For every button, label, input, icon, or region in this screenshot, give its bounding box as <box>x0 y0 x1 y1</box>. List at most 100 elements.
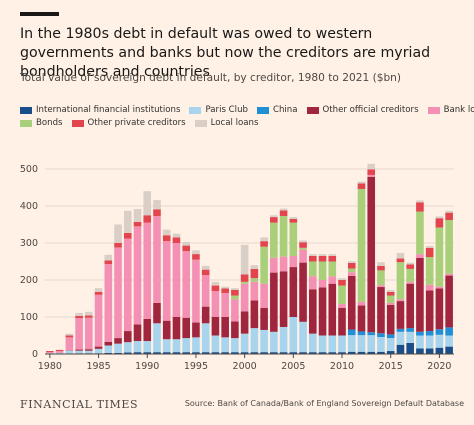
bar-segment <box>123 210 132 234</box>
legend-item-china: China <box>256 104 298 117</box>
bar-segment <box>435 288 444 330</box>
bar-segment <box>377 287 385 334</box>
bar-segment <box>211 285 220 292</box>
bar-segment <box>289 255 298 268</box>
bar-segment <box>85 349 93 351</box>
bar-segment <box>406 264 414 269</box>
bar-segment <box>318 352 327 354</box>
bar-segment <box>406 342 414 354</box>
bar-segment <box>279 210 288 216</box>
bar-segment <box>94 346 103 349</box>
chart-title: In the 1980s debt in default was owed to… <box>20 26 431 80</box>
bar-segment <box>240 274 249 282</box>
bar-segment <box>299 352 307 354</box>
bar-segment <box>250 281 259 301</box>
bar-segment <box>396 252 405 259</box>
bar-segment <box>299 321 307 353</box>
bar-segment <box>270 352 278 354</box>
bar-segment <box>270 215 278 218</box>
bar-segment <box>123 331 132 343</box>
bar-segment <box>133 341 142 353</box>
bar-segment <box>357 331 366 336</box>
bar-segment <box>182 245 190 252</box>
bar-segment <box>240 352 249 354</box>
bar-segment <box>231 338 239 353</box>
legend-swatch-paris-club <box>189 107 202 114</box>
source-note: Source: Bank of Canada/Bank of England S… <box>184 399 464 408</box>
legend: International financial institutions Par… <box>20 104 474 130</box>
bar-segment <box>406 328 414 332</box>
y-tick-label: 100 <box>20 312 38 323</box>
bar-segment <box>396 344 405 354</box>
legend-item-bank-loans: Bank loans <box>427 104 474 117</box>
bar-segment <box>377 265 385 271</box>
bar-segment <box>416 335 424 349</box>
x-tick-label: 1980 <box>38 361 62 372</box>
bar-segment <box>211 335 220 353</box>
bar-segment <box>182 251 190 318</box>
bar-segment <box>270 272 278 332</box>
y-tick-label: 500 <box>20 164 38 175</box>
bar-segment <box>240 333 249 353</box>
bar-segment <box>309 261 317 277</box>
bar-segment <box>192 322 200 338</box>
bar-segment <box>435 218 444 228</box>
bar-segment <box>172 243 181 317</box>
bar-segment <box>328 283 337 336</box>
bar-segment <box>172 237 181 243</box>
y-tick-label: 0 <box>32 349 38 360</box>
bar-segment <box>406 262 414 265</box>
bar-segment <box>435 334 444 348</box>
bar-segment <box>153 215 161 303</box>
x-tick-label: 2005 <box>281 361 305 372</box>
bar-segment <box>367 332 376 336</box>
bar-segment <box>328 261 337 277</box>
bar-segment <box>309 289 317 334</box>
bar-segment <box>231 352 239 354</box>
bar-segment <box>386 291 395 296</box>
legend-label-other-official: Other official creditors <box>322 105 419 115</box>
bar-segment <box>357 335 366 352</box>
bar-segment <box>425 331 434 336</box>
bar-segment <box>445 275 453 328</box>
x-tick-label: 2020 <box>427 361 451 372</box>
bar-segment <box>318 255 327 262</box>
bar-segment <box>201 306 210 324</box>
bar-segment <box>221 286 229 289</box>
bar-segment <box>55 351 64 353</box>
bar-segment <box>240 311 249 334</box>
bar-segment <box>172 339 181 353</box>
bar-segment <box>338 280 346 286</box>
bar-segment <box>123 238 132 332</box>
bar-segment <box>435 347 444 354</box>
legend-label-china: China <box>272 105 298 115</box>
bar-segment <box>289 218 298 223</box>
legend-label-ifi: International financial institutions <box>36 105 181 115</box>
legend-item-local-loans: Local loans <box>194 117 258 130</box>
bar-segment <box>445 210 453 213</box>
bar-segment <box>289 352 298 354</box>
bar-segment <box>114 338 122 344</box>
bar-segment <box>367 351 376 354</box>
bar-segment <box>260 241 268 247</box>
legend-label-bonds: Bonds <box>36 118 63 128</box>
bar-segment <box>104 345 113 353</box>
bar-segment <box>94 348 103 354</box>
bar-segment <box>104 341 113 346</box>
bar-segment <box>192 259 200 323</box>
bar-segment <box>221 317 229 338</box>
legend-label-other-private: Other private creditors <box>87 118 186 128</box>
bar-segment <box>85 317 93 350</box>
bar-segment <box>250 352 259 354</box>
bar-segment <box>328 276 337 284</box>
bar-segment <box>357 301 366 306</box>
bar-segment <box>396 328 405 332</box>
bar-segment <box>299 249 307 263</box>
bar-segment <box>250 265 259 269</box>
bar-segment <box>55 352 64 354</box>
bar-segment <box>153 352 161 354</box>
y-tick-label: 200 <box>20 275 38 286</box>
bar-segment <box>162 352 171 354</box>
bar-segment <box>347 329 356 336</box>
